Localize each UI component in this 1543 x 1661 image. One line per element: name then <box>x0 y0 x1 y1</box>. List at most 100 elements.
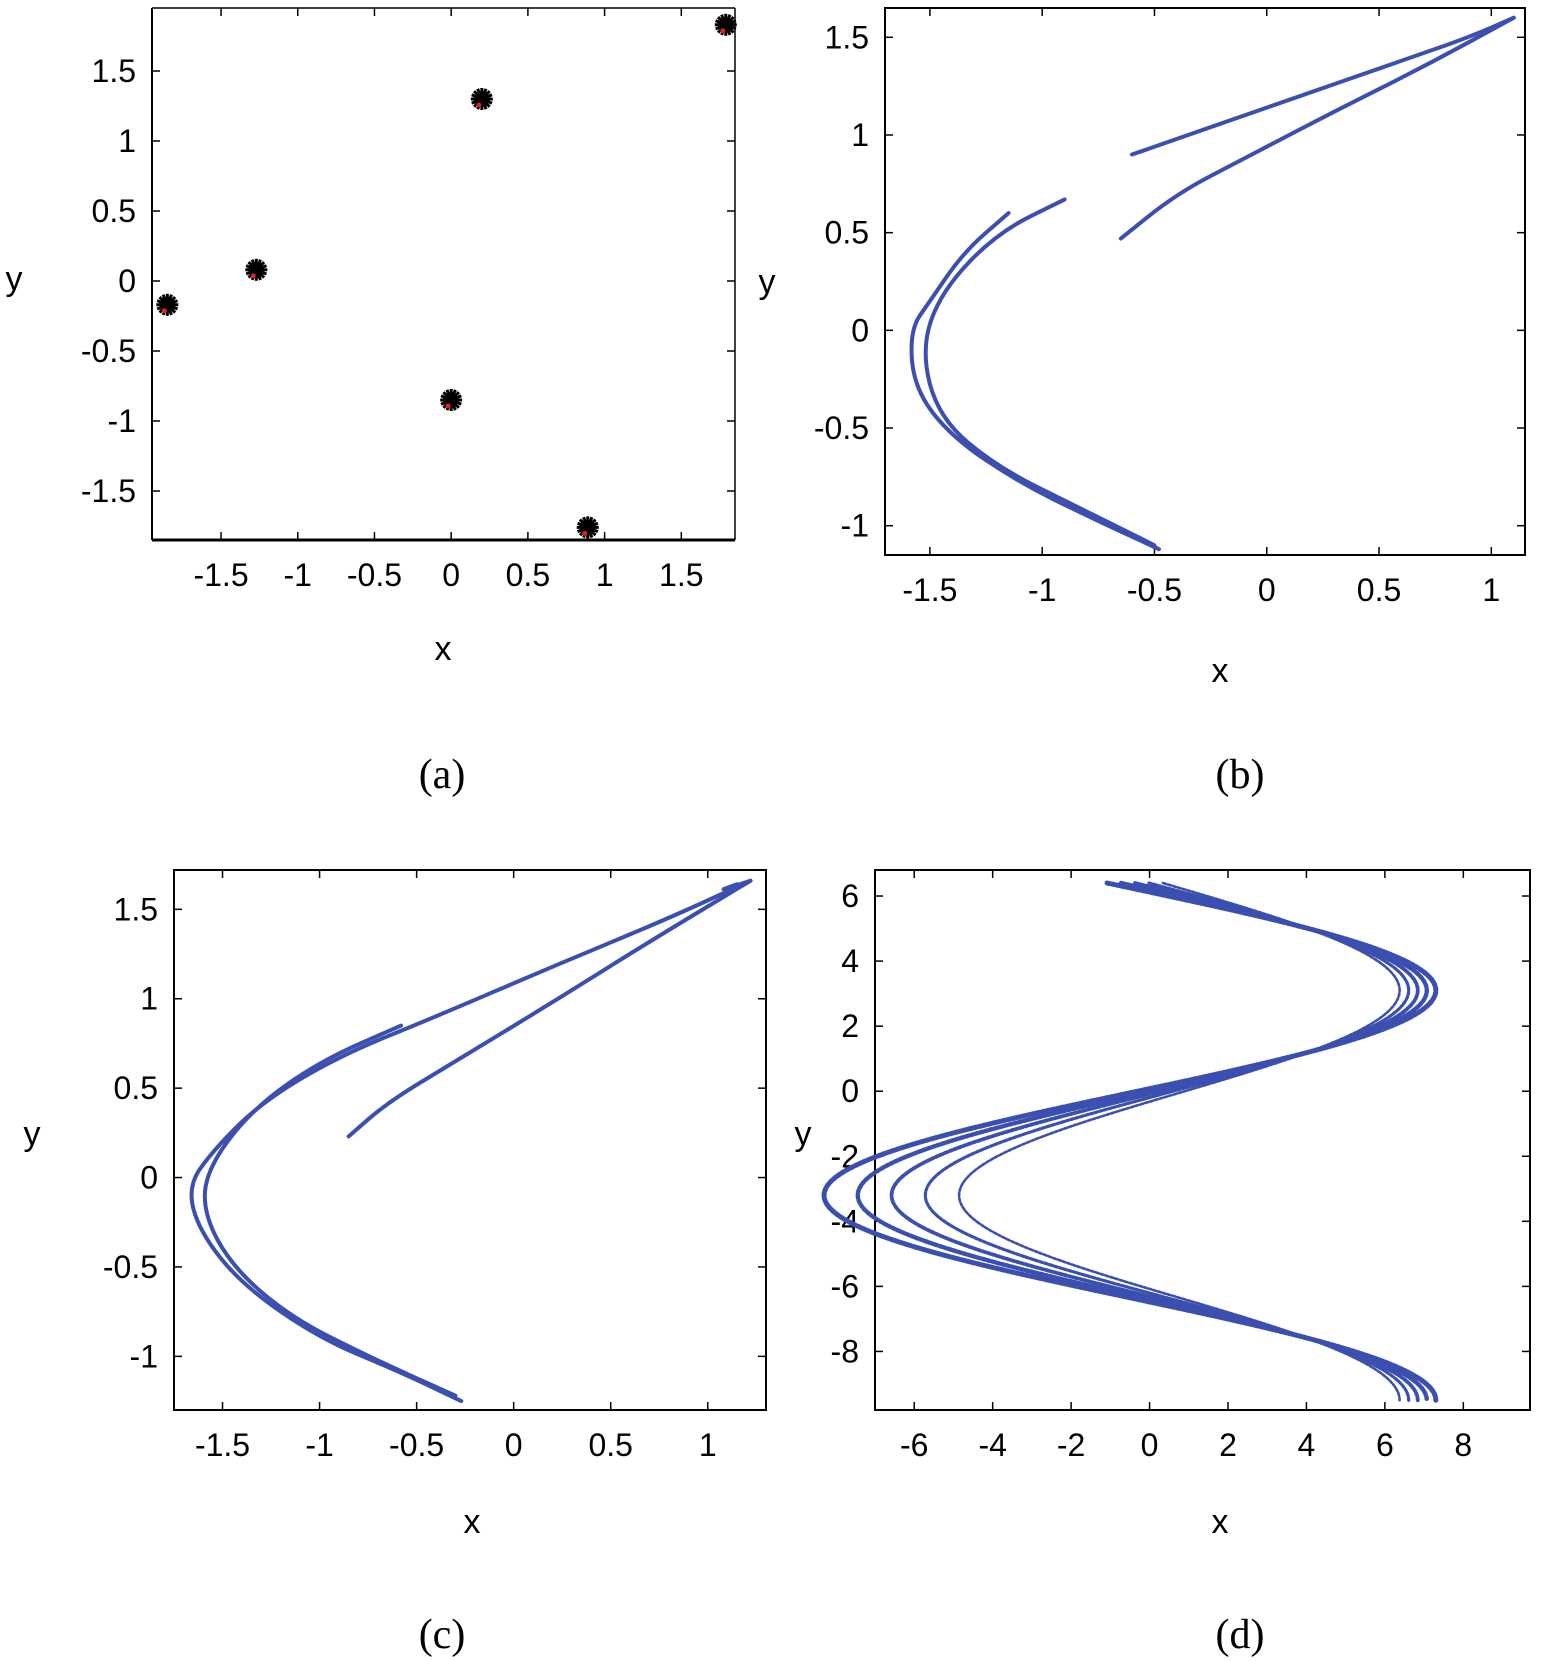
attractor-band <box>855 880 1430 1403</box>
y-tick-label: 4 <box>841 943 859 979</box>
y-tick-label: 0 <box>140 1160 158 1196</box>
x-tick-label: -0.5 <box>347 557 402 593</box>
x-tick-label: 1 <box>1482 572 1500 608</box>
attractor-band <box>923 881 1411 1402</box>
x-tick-label: 0.5 <box>1357 572 1401 608</box>
y-tick-label: -1 <box>841 508 869 544</box>
x-axis-label: x <box>464 1503 481 1541</box>
x-tick-label: 0.5 <box>506 557 550 593</box>
attractor-point <box>470 88 493 110</box>
x-tick-label: 4 <box>1298 1427 1316 1463</box>
attractor-band <box>889 881 1420 1403</box>
y-tick-label: -1 <box>130 1338 158 1374</box>
series-inner-arm <box>923 197 1157 548</box>
y-tick-label: 0 <box>118 263 136 299</box>
x-tick-label: -0.5 <box>389 1427 444 1463</box>
y-tick-label: 2 <box>841 1008 859 1044</box>
x-tick-label: 0 <box>505 1427 523 1463</box>
y-axis-label: y <box>795 1115 812 1153</box>
y-tick-label: 1.5 <box>114 891 158 927</box>
y-tick-label: 1 <box>118 123 136 159</box>
point-highlight <box>476 102 482 108</box>
y-tick-label: 0 <box>851 312 869 348</box>
x-tick-label: 6 <box>1376 1427 1394 1463</box>
attractor-point <box>714 13 737 36</box>
x-tick-label: -1.5 <box>193 557 248 593</box>
point-core <box>446 395 457 405</box>
point-highlight <box>445 403 451 409</box>
y-tick-label: 6 <box>841 878 859 914</box>
point-highlight <box>720 28 726 34</box>
series-outer-arm <box>909 211 1161 552</box>
caption-b: (b) <box>1216 752 1265 798</box>
y-axis-label: y <box>6 260 23 298</box>
panel-b: -1.5 -1 -0.5 0 0.5 1 -1 -0.5 0 0.5 1 1.5 x y <box>759 7 1526 690</box>
x-tick-label: 2 <box>1219 1427 1237 1463</box>
attractor-band <box>821 880 1439 1403</box>
attractor-point <box>576 516 599 539</box>
x-tick-label: 0 <box>1258 572 1276 608</box>
plot-frame <box>884 7 1526 556</box>
x-tick-label: -6 <box>900 1427 928 1463</box>
series-outer-upper <box>1130 15 1516 157</box>
y-tick-label: -6 <box>831 1268 859 1304</box>
y-tick-label: 1.5 <box>92 53 136 89</box>
attractor-point <box>245 258 268 281</box>
x-axis-label: x <box>1212 652 1229 690</box>
point-core <box>582 522 593 533</box>
y-axis-label: y <box>759 263 776 301</box>
y-tick-label: -0.5 <box>81 333 136 369</box>
x-tick-label: -4 <box>978 1427 1006 1463</box>
point-highlight <box>582 530 588 536</box>
caption-a: (a) <box>419 752 466 798</box>
y-tick-label: -0.5 <box>814 410 869 446</box>
x-tick-label: 1 <box>596 557 614 593</box>
x-tick-label: -0.5 <box>1127 572 1182 608</box>
y-tick-label: 0.5 <box>92 193 136 229</box>
point-core <box>476 94 487 104</box>
y-tick-label: 1.5 <box>825 19 869 55</box>
point-core <box>162 299 173 310</box>
point-highlight <box>161 308 167 314</box>
x-tick-label: 1.5 <box>659 557 703 593</box>
x-axis-label: x <box>1212 1503 1229 1541</box>
y-axis-label: y <box>24 1115 41 1153</box>
attractor-point <box>156 293 179 316</box>
y-tick-label: -0.5 <box>103 1249 158 1285</box>
caption-c: (c) <box>419 1612 466 1658</box>
x-tick-label: 8 <box>1454 1427 1472 1463</box>
x-tick-label: 0 <box>442 557 460 593</box>
panel-c: -1.5 -1 -0.5 0 0.5 1 -1 -0.5 0 0.5 1 1.5 x y <box>24 869 767 1541</box>
x-axis-label: x <box>435 630 452 668</box>
plot-frame <box>173 869 767 1411</box>
x-tick-label: -1 <box>284 557 312 593</box>
y-tick-label: 0.5 <box>825 215 869 251</box>
x-tick-label: -1 <box>305 1427 333 1463</box>
series-inner-upper <box>1118 15 1516 241</box>
point-core <box>251 264 262 275</box>
x-tick-label: -1.5 <box>195 1427 250 1463</box>
x-tick-label: -2 <box>1057 1427 1085 1463</box>
caption-d: (d) <box>1216 1612 1265 1658</box>
series-inner-upper <box>346 878 753 1139</box>
x-tick-label: 0 <box>1141 1427 1159 1463</box>
y-tick-label: 0 <box>841 1073 859 1109</box>
y-tick-label: -1.5 <box>81 473 136 509</box>
y-tick-label: 0.5 <box>114 1070 158 1106</box>
x-tick-label: 1 <box>699 1427 717 1463</box>
point-core <box>720 19 731 30</box>
attractor-band <box>957 881 1401 1402</box>
y-tick-label: -8 <box>831 1333 859 1369</box>
series-outer-arm <box>189 878 753 1404</box>
y-tick-label: 1 <box>140 981 158 1017</box>
series-tip-loop <box>721 878 753 892</box>
x-tick-label: -1 <box>1028 572 1056 608</box>
series-inner-arm <box>202 1023 458 1398</box>
panel-a: -1.5 -1 -0.5 0 0.5 1 1.5 -1.5 -1 -0.5 0 0.5 1 1.5 x y <box>6 7 737 668</box>
point-highlight <box>250 273 256 279</box>
y-tick-label: -1 <box>108 403 136 439</box>
x-tick-label: 0.5 <box>588 1427 632 1463</box>
x-tick-label: -1.5 <box>902 572 957 608</box>
